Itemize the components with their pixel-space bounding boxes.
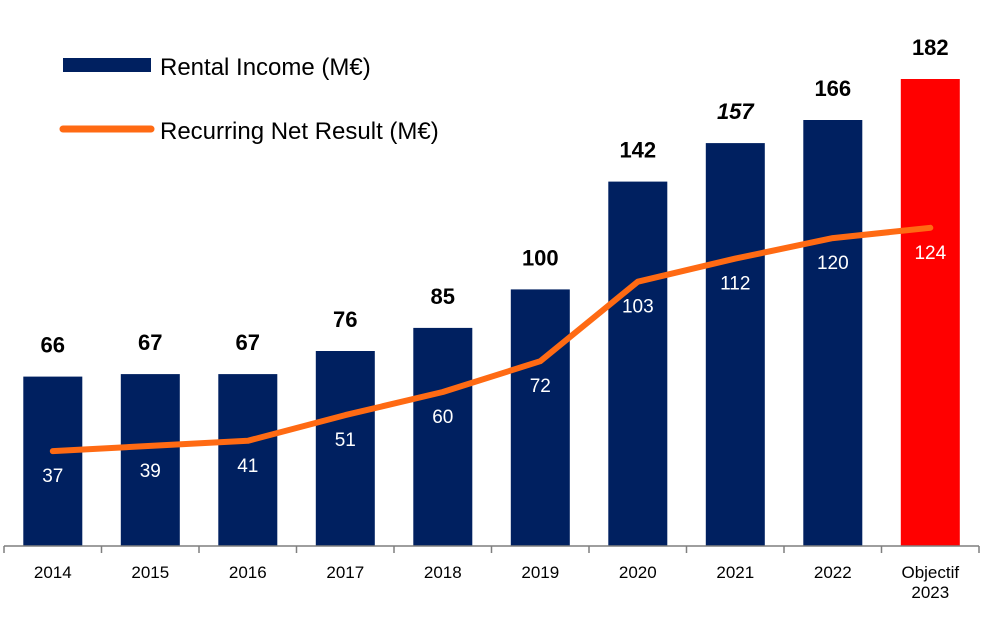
bar-4 [413, 327, 473, 546]
bar-0 [23, 376, 83, 546]
x-tick-label-4: 2018 [424, 563, 462, 582]
labels-layer: 66 67 67 76 85 100 142 157 166 182 37 39 41 51 60 72 103… [41, 35, 949, 487]
bar-9 [900, 79, 960, 546]
bar-value-label-0: 66 [41, 333, 65, 358]
bar-value-label-9: 182 [912, 35, 949, 60]
legend: Rental Income (M€) Recurring Net Result … [59, 54, 439, 145]
bar-value-label-7: 157 [717, 99, 755, 124]
bar-value-label-3: 76 [333, 307, 357, 332]
line-value-label-2: 41 [237, 456, 258, 477]
line-value-label-1: 39 [140, 461, 161, 482]
bar-1 [120, 374, 180, 546]
line-series [49, 224, 934, 455]
bar-8 [803, 120, 863, 546]
bar-3 [315, 351, 375, 546]
bars-layer [23, 79, 960, 546]
legend-bar-swatch [63, 58, 151, 72]
x-tick-label-6: 2020 [619, 563, 657, 582]
bar-value-label-4: 85 [431, 284, 455, 309]
line-value-label-3: 51 [335, 430, 356, 451]
legend-line-label: Recurring Net Result (M€) [160, 118, 439, 145]
x-axis: 2014 2015 2016 2017 2018 2019 2020 2021 2022 Obje… [3, 545, 980, 602]
line-value-label-4: 60 [432, 407, 453, 428]
bar-7 [705, 143, 765, 546]
legend-bar-label: Rental Income (M€) [160, 54, 371, 81]
bar-6 [608, 181, 668, 546]
bar-value-label-2: 67 [236, 330, 260, 355]
bar-5 [510, 289, 570, 546]
x-tick-label-8: 2022 [814, 563, 852, 582]
x-tick-label-1: 2015 [131, 563, 169, 582]
x-tick-label-0: 2014 [34, 563, 72, 582]
line-value-label-9: 124 [914, 243, 946, 264]
bar-value-label-6: 142 [619, 138, 656, 163]
bar-value-label-5: 100 [522, 245, 559, 270]
x-tick-label-7: 2021 [716, 563, 754, 582]
line-value-label-7: 112 [720, 274, 750, 295]
line-value-label-6: 103 [622, 297, 654, 318]
x-tick-label-9: Objectif 2023 [901, 563, 959, 602]
bar-value-label-8: 166 [814, 76, 851, 101]
line-value-label-5: 72 [530, 376, 551, 397]
x-tick-label-5: 2019 [521, 563, 559, 582]
x-tick-label-3: 2017 [326, 563, 364, 582]
bar-2 [218, 374, 278, 546]
line-layer [49, 224, 934, 455]
bar-value-label-1: 67 [138, 330, 162, 355]
x-tick-label-2: 2016 [229, 563, 267, 582]
line-value-label-8: 120 [817, 253, 849, 274]
line-value-label-0: 37 [42, 466, 63, 487]
